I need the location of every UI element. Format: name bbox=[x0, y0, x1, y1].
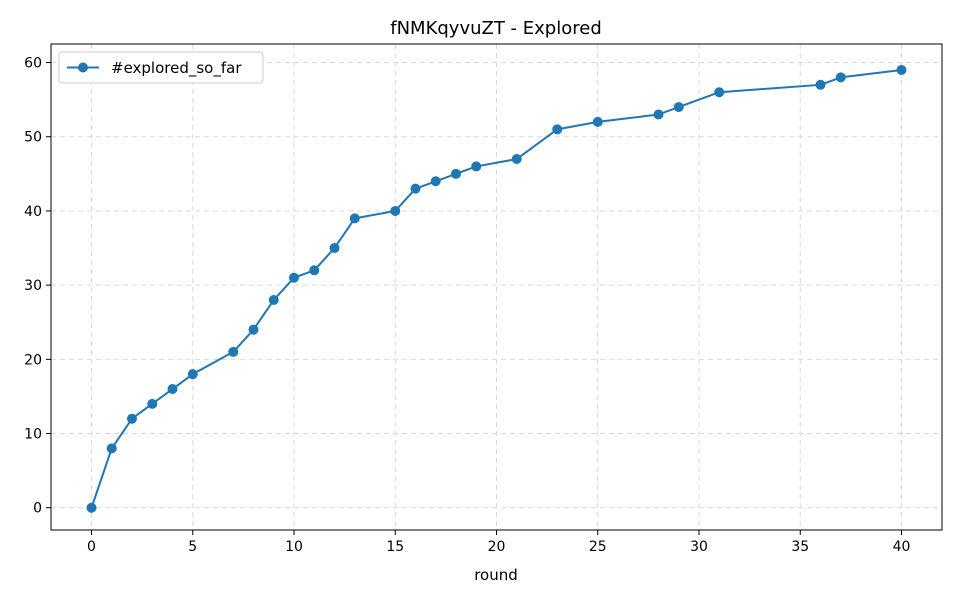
y-tick-label: 50 bbox=[24, 130, 42, 146]
data-point bbox=[451, 168, 461, 179]
x-tick-label: 0 bbox=[87, 539, 96, 555]
data-point bbox=[552, 124, 563, 135]
data-point bbox=[167, 384, 178, 395]
legend-point-marker bbox=[78, 62, 88, 73]
data-point bbox=[390, 205, 401, 216]
data-point bbox=[187, 369, 198, 380]
y-tick-label: 30 bbox=[24, 278, 42, 294]
legend-box bbox=[58, 51, 264, 84]
data-point bbox=[835, 72, 846, 83]
data-point bbox=[410, 183, 421, 194]
chart-title: fNMKqyvuZT - Explored bbox=[390, 18, 602, 39]
data-point bbox=[268, 294, 279, 305]
x-tick-label: 40 bbox=[893, 539, 911, 555]
x-tick-label: 20 bbox=[488, 539, 506, 555]
data-point bbox=[289, 272, 299, 283]
data-point bbox=[471, 161, 482, 172]
y-tick-label: 0 bbox=[33, 501, 42, 517]
data-point bbox=[147, 398, 158, 409]
data-point bbox=[511, 154, 522, 165]
series-layer bbox=[86, 64, 907, 513]
data-point bbox=[86, 502, 97, 513]
x-tick-label: 30 bbox=[690, 539, 708, 555]
x-tick-label: 10 bbox=[285, 539, 303, 555]
x-axis-label: round bbox=[474, 566, 518, 584]
legend-label: #explored_so_far bbox=[111, 59, 242, 78]
data-point bbox=[127, 413, 137, 424]
x-tick-label: 25 bbox=[589, 539, 607, 555]
x-tick-label: 5 bbox=[188, 539, 197, 555]
y-tick-label: 10 bbox=[24, 427, 42, 443]
data-point bbox=[653, 109, 664, 120]
data-point bbox=[309, 265, 320, 276]
data-point bbox=[349, 213, 360, 224]
x-tick-label: 35 bbox=[791, 539, 809, 555]
data-point bbox=[248, 324, 259, 335]
x-tick-label: 15 bbox=[386, 539, 404, 555]
data-point bbox=[592, 116, 603, 127]
data-point bbox=[896, 64, 907, 75]
x-axis-ticks: 0 5 10 15 20 25 30 35 40 bbox=[87, 530, 910, 555]
data-point bbox=[329, 243, 340, 254]
y-axis-ticks: 0 10 20 30 40 50 60 bbox=[24, 56, 51, 517]
y-tick-label: 40 bbox=[24, 204, 42, 220]
data-point bbox=[673, 102, 684, 113]
data-point bbox=[228, 346, 239, 357]
data-point bbox=[815, 79, 826, 90]
legend: #explored_so_far bbox=[58, 51, 264, 84]
data-point bbox=[714, 87, 725, 98]
data-point bbox=[106, 443, 117, 454]
y-tick-label: 60 bbox=[24, 56, 42, 72]
data-point bbox=[430, 176, 441, 187]
y-tick-label: 20 bbox=[24, 352, 42, 368]
